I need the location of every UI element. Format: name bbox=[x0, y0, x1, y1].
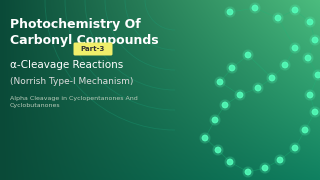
Text: α-Cleavage Reactions: α-Cleavage Reactions bbox=[10, 60, 123, 70]
Circle shape bbox=[252, 5, 258, 11]
Circle shape bbox=[275, 155, 285, 165]
Circle shape bbox=[280, 60, 290, 70]
Circle shape bbox=[313, 70, 320, 80]
Circle shape bbox=[310, 107, 320, 117]
Circle shape bbox=[225, 157, 235, 167]
Circle shape bbox=[227, 63, 237, 73]
Circle shape bbox=[213, 145, 223, 155]
Circle shape bbox=[307, 92, 313, 98]
Circle shape bbox=[260, 163, 270, 173]
Circle shape bbox=[227, 159, 233, 165]
Circle shape bbox=[292, 7, 298, 13]
Circle shape bbox=[300, 125, 310, 135]
Circle shape bbox=[292, 45, 298, 51]
Text: Alpha Cleavage in Cyclopentanones And
Cyclobutanones: Alpha Cleavage in Cyclopentanones And Cy… bbox=[10, 96, 138, 108]
Circle shape bbox=[290, 5, 300, 15]
Text: (Norrish Type-I Mechanism): (Norrish Type-I Mechanism) bbox=[10, 77, 133, 86]
Circle shape bbox=[312, 109, 318, 115]
Circle shape bbox=[217, 79, 223, 85]
Circle shape bbox=[237, 92, 243, 98]
Circle shape bbox=[310, 35, 320, 45]
Circle shape bbox=[222, 102, 228, 108]
Circle shape bbox=[243, 167, 253, 177]
Circle shape bbox=[302, 127, 308, 133]
Circle shape bbox=[277, 157, 283, 163]
Circle shape bbox=[255, 85, 261, 91]
Text: Photochemistry Of: Photochemistry Of bbox=[10, 18, 141, 31]
Circle shape bbox=[312, 37, 318, 43]
Circle shape bbox=[229, 65, 235, 71]
Circle shape bbox=[290, 143, 300, 153]
Circle shape bbox=[227, 9, 233, 15]
Circle shape bbox=[200, 133, 210, 143]
Circle shape bbox=[262, 165, 268, 171]
Circle shape bbox=[210, 115, 220, 125]
Text: Part-3: Part-3 bbox=[81, 46, 105, 52]
Circle shape bbox=[212, 117, 218, 123]
Circle shape bbox=[292, 145, 298, 151]
Circle shape bbox=[235, 90, 245, 100]
Circle shape bbox=[253, 83, 263, 93]
Circle shape bbox=[273, 13, 283, 23]
Circle shape bbox=[290, 43, 300, 53]
Circle shape bbox=[305, 17, 315, 27]
Circle shape bbox=[305, 90, 315, 100]
Circle shape bbox=[269, 75, 275, 81]
Circle shape bbox=[282, 62, 288, 68]
Circle shape bbox=[303, 53, 313, 63]
Circle shape bbox=[307, 19, 313, 25]
Circle shape bbox=[245, 52, 251, 58]
Circle shape bbox=[225, 7, 235, 17]
Text: Carbonyl Compounds: Carbonyl Compounds bbox=[10, 34, 159, 47]
Circle shape bbox=[267, 73, 277, 83]
Circle shape bbox=[243, 50, 253, 60]
Circle shape bbox=[250, 3, 260, 13]
Circle shape bbox=[215, 77, 225, 87]
FancyBboxPatch shape bbox=[74, 42, 113, 55]
Circle shape bbox=[305, 55, 311, 61]
Circle shape bbox=[275, 15, 281, 21]
Circle shape bbox=[315, 72, 320, 78]
Circle shape bbox=[215, 147, 221, 153]
Circle shape bbox=[202, 135, 208, 141]
Circle shape bbox=[220, 100, 230, 110]
Circle shape bbox=[245, 169, 251, 175]
